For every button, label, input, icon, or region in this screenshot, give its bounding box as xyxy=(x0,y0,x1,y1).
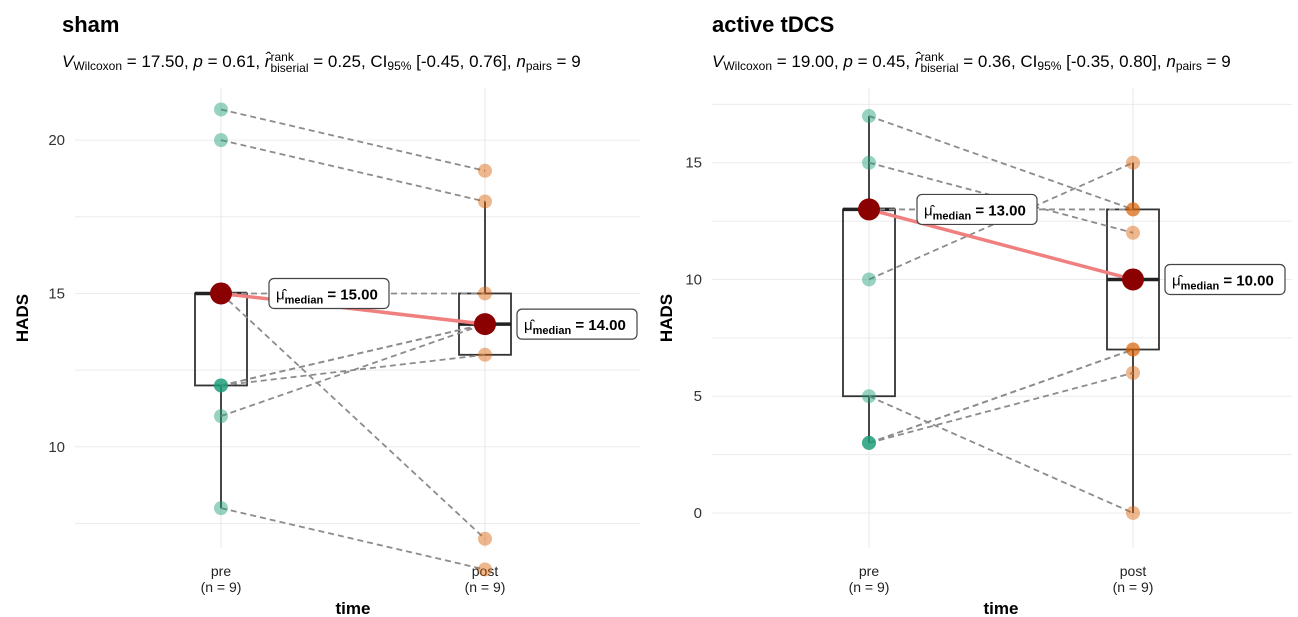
pair-line xyxy=(220,108,486,172)
data-point-post xyxy=(478,531,492,546)
chart-title: active tDCS xyxy=(712,12,835,37)
data-point-post xyxy=(478,163,492,178)
x-tick-label: pre xyxy=(859,563,879,579)
median-label-box xyxy=(916,193,1038,226)
median-label-box xyxy=(268,277,390,310)
pair-line xyxy=(868,395,1134,514)
y-tick-label: 15 xyxy=(685,155,702,172)
data-point-post xyxy=(1126,342,1140,357)
median-label-text: μ̂median = 13.00 xyxy=(924,202,1026,222)
x-axis-label: time xyxy=(336,599,371,617)
data-point-pre xyxy=(214,501,228,516)
data-point-post xyxy=(478,286,492,301)
median-label: μ̂median = 14.00 xyxy=(516,308,638,340)
data-point-post xyxy=(1126,505,1140,520)
median-point xyxy=(858,198,880,221)
median-point xyxy=(1122,268,1144,291)
y-tick-label: 15 xyxy=(48,285,65,302)
chart-panel-sham: sham VWilcoxon = 17.50, p = 0.61, r̂rank… xyxy=(13,12,640,617)
pair-line xyxy=(220,139,486,203)
data-point-pre xyxy=(862,109,876,124)
y-tick-label: 10 xyxy=(48,439,65,456)
data-point-pre xyxy=(862,272,876,287)
data-point-post xyxy=(478,194,492,209)
data-point-post xyxy=(1126,342,1140,357)
data-point-pre xyxy=(214,409,228,424)
x-tick-count: (n = 9) xyxy=(465,579,506,595)
data-point-pre xyxy=(214,378,228,393)
pair-line xyxy=(868,161,1134,234)
data-point-pre xyxy=(214,133,228,148)
x-axis-label: time xyxy=(984,599,1019,617)
median-label-text: μ̂median = 14.00 xyxy=(524,317,626,337)
x-tick-label: post xyxy=(472,563,499,579)
median-label-box xyxy=(1164,263,1286,296)
data-point-post xyxy=(478,347,492,362)
median-point xyxy=(474,313,496,336)
pair-line xyxy=(220,323,486,417)
median-label-box xyxy=(516,308,638,340)
data-point-pre xyxy=(214,378,228,393)
x-tick-count: (n = 9) xyxy=(1113,579,1154,595)
data-point-post xyxy=(1126,155,1140,170)
x-tick-label: post xyxy=(1120,563,1147,579)
data-point-pre xyxy=(862,155,876,170)
chart-subtitle: VWilcoxon = 19.00, p = 0.45, r̂rank biser… xyxy=(712,50,1231,75)
x-tick-label: pre xyxy=(211,563,231,579)
data-point-post xyxy=(478,562,492,577)
y-tick-label: 20 xyxy=(48,132,65,149)
y-tick-label: 5 xyxy=(694,388,702,405)
median-connecting-line xyxy=(868,207,1134,282)
x-tick-count: (n = 9) xyxy=(849,579,890,595)
median-label-text: μ̂median = 15.00 xyxy=(276,286,378,306)
pair-line xyxy=(220,353,486,387)
data-point-post xyxy=(1126,202,1140,217)
median-label: μ̂median = 10.00 xyxy=(1164,263,1286,296)
pair-line xyxy=(220,292,486,540)
chart-subtitle: VWilcoxon = 17.50, p = 0.61, r̂rank biser… xyxy=(62,50,581,75)
data-point-pre xyxy=(862,435,876,450)
chart-title: sham xyxy=(62,12,120,37)
data-point-pre xyxy=(214,102,228,117)
median-label-text: μ̂median = 10.00 xyxy=(1172,272,1274,292)
pair-line xyxy=(868,348,1134,444)
y-axis-label: HADS xyxy=(13,294,32,342)
data-point-post xyxy=(1126,365,1140,380)
data-point-pre xyxy=(862,435,876,450)
y-axis-label: HADS xyxy=(657,294,676,342)
pair-line xyxy=(220,323,486,387)
median-label: μ̂median = 13.00 xyxy=(916,193,1038,226)
median-point xyxy=(210,282,232,305)
y-tick-label: 0 xyxy=(694,505,702,522)
y-tick-label: 10 xyxy=(685,271,702,288)
median-label: μ̂median = 15.00 xyxy=(268,277,390,310)
pair-line xyxy=(868,115,1134,211)
data-point-pre xyxy=(862,435,876,450)
pair-line xyxy=(220,507,486,571)
data-point-pre xyxy=(214,378,228,393)
x-tick-count: (n = 9) xyxy=(201,579,242,595)
data-point-post xyxy=(1126,225,1140,240)
data-point-post xyxy=(1126,202,1140,217)
pair-line xyxy=(868,372,1134,444)
data-point-pre xyxy=(862,389,876,404)
chart-panel-active-tdcs: active tDCS VWilcoxon = 19.00, p = 0.45,… xyxy=(652,0,1298,617)
